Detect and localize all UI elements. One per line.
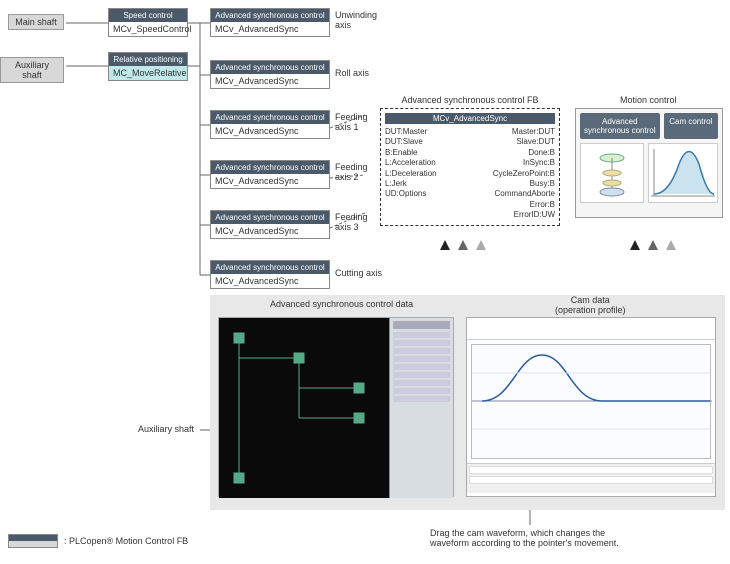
axis-feed1: Feeding axis 1 xyxy=(335,112,368,132)
motion-ill-2 xyxy=(648,143,718,203)
relpos-hdr: Relative positioning xyxy=(109,53,187,66)
fb-box: MCv_AdvancedSync DUT:MasterMaster:DUTDUT… xyxy=(380,108,560,226)
screenshot-adv-data xyxy=(218,317,454,497)
aux-shaft-bottom-label: Auxiliary shaft xyxy=(138,424,194,434)
fb-row: DUT:SlaveSlave:DUT xyxy=(385,137,555,147)
adv-hdr-1: Advanced synchronous control xyxy=(211,9,329,22)
motion-panel: Advanced synchronous control Cam control xyxy=(575,108,723,218)
fb-name: MCv_AdvancedSync xyxy=(385,113,555,124)
bottom-panel: Advanced synchronous control data Cam da… xyxy=(210,295,725,510)
fb-rows: DUT:MasterMaster:DUTDUT:SlaveSlave:DUTB:… xyxy=(385,127,555,221)
axis-feed2: Feeding axis 2 xyxy=(335,162,368,182)
motion-chip1: Advanced synchronous control xyxy=(580,113,660,139)
fb-row: L:DecelerationCycleZeroPoint:B xyxy=(385,169,555,179)
arrows-motion xyxy=(630,240,676,250)
relpos-body: MC_MoveRelative xyxy=(109,66,187,80)
axis-roll: Roll axis xyxy=(335,68,369,78)
screenshot-cam-data xyxy=(466,317,716,497)
adv-hdr-4: Advanced synchronous control xyxy=(211,161,329,174)
axis-feed3: Feeding axis 3 xyxy=(335,212,368,232)
axis-cutting: Cutting axis xyxy=(335,268,382,278)
fb-row: ErrorID:UW xyxy=(385,210,555,220)
fb-row: Error:B xyxy=(385,200,555,210)
axis-unwind: Unwinding axis xyxy=(335,10,377,30)
adv-body-3: MCv_AdvancedSync xyxy=(211,124,329,138)
adv-block-4: Advanced synchronous control MCv_Advance… xyxy=(210,160,330,189)
adv-block-6: Advanced synchronous control MCv_Advance… xyxy=(210,260,330,289)
adv-block-3: Advanced synchronous control MCv_Advance… xyxy=(210,110,330,139)
speed-hdr: Speed control xyxy=(109,9,187,22)
fb-row: DUT:MasterMaster:DUT xyxy=(385,127,555,137)
fb-title: Advanced synchronous control FB xyxy=(390,95,550,105)
adv-body-4: MCv_AdvancedSync xyxy=(211,174,329,188)
speed-body: MCv_SpeedControl xyxy=(109,22,187,36)
legend-swatch xyxy=(8,534,58,548)
adv-block-1: Advanced synchronous control MCv_Advance… xyxy=(210,8,330,37)
bottom-left-title: Advanced synchronous control data xyxy=(270,299,413,309)
main-shaft-label: Main shaft xyxy=(8,14,64,30)
adv-body-5: MCv_AdvancedSync xyxy=(211,224,329,238)
fb-row: UD:OptionsCommandAborte xyxy=(385,189,555,199)
adv-block-5: Advanced synchronous control MCv_Advance… xyxy=(210,210,330,239)
adv-body-2: MCv_AdvancedSync xyxy=(211,74,329,88)
adv-hdr-5: Advanced synchronous control xyxy=(211,211,329,224)
adv-hdr-3: Advanced synchronous control xyxy=(211,111,329,124)
relpos-block: Relative positioning MC_MoveRelative xyxy=(108,52,188,81)
aux-shaft-label: Auxiliary shaft xyxy=(0,57,64,83)
fb-row: B:EnableDone:B xyxy=(385,148,555,158)
motion-ill-1 xyxy=(580,143,644,203)
adv-body-6: MCv_AdvancedSync xyxy=(211,274,329,288)
fb-row: L:JerkBusy:B xyxy=(385,179,555,189)
motion-chip2: Cam control xyxy=(664,113,718,139)
drag-note: Drag the cam waveform, which changes the… xyxy=(430,528,619,548)
bottom-right-title: Cam data (operation profile) xyxy=(555,295,626,315)
adv-block-2: Advanced synchronous control MCv_Advance… xyxy=(210,60,330,89)
adv-hdr-2: Advanced synchronous control xyxy=(211,61,329,74)
adv-hdr-6: Advanced synchronous control xyxy=(211,261,329,274)
legend-text: : PLCopen® Motion Control FB xyxy=(64,536,188,546)
legend: : PLCopen® Motion Control FB xyxy=(8,534,188,548)
adv-body-1: MCv_AdvancedSync xyxy=(211,22,329,36)
motion-title: Motion control xyxy=(620,95,677,105)
fb-row: L:AccelerationInSync:B xyxy=(385,158,555,168)
arrows-fb xyxy=(440,240,486,250)
speed-control-block: Speed control MCv_SpeedControl xyxy=(108,8,188,37)
